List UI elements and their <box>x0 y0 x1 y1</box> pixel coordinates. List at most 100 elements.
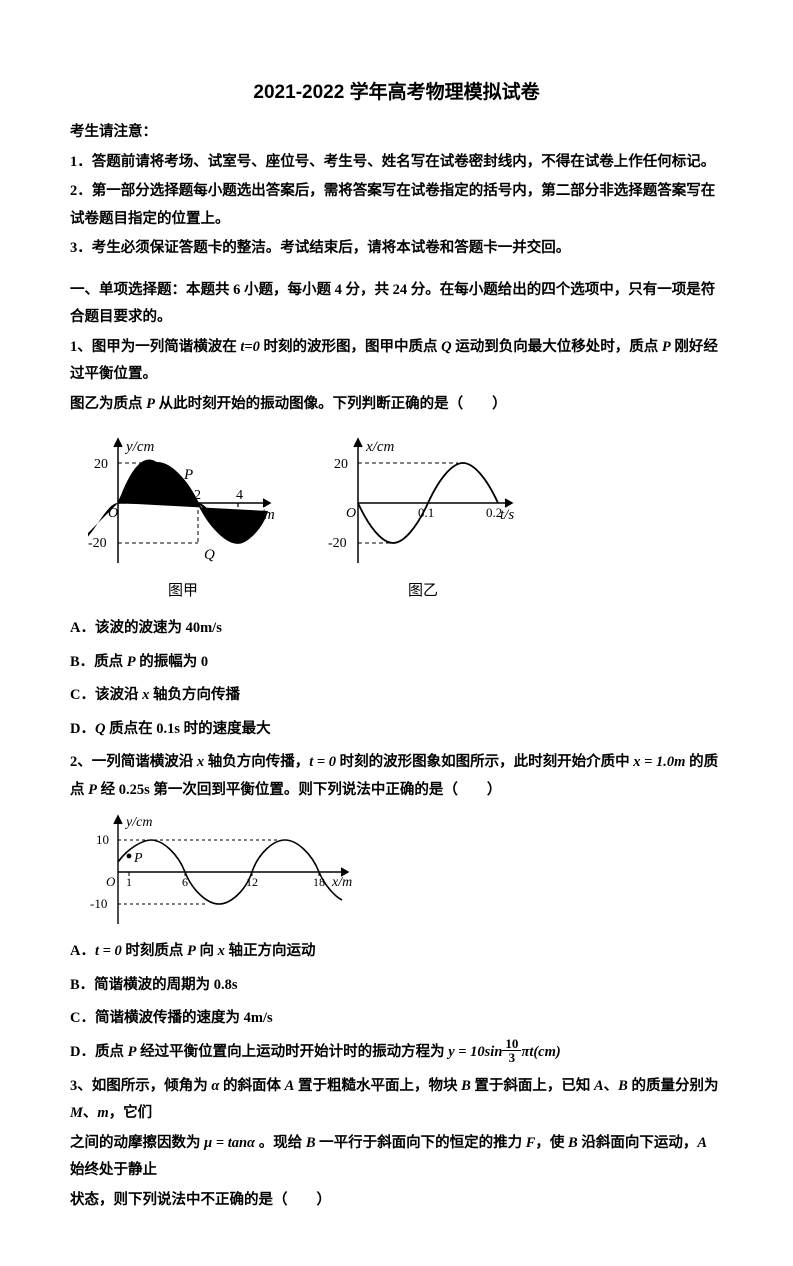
text: A <box>697 1135 707 1151</box>
text: A． <box>70 943 95 959</box>
origin-label: O <box>108 506 118 521</box>
tick-label: -10 <box>90 896 107 911</box>
text: C．该波沿 <box>70 687 142 703</box>
q2-option-a: A．t = 0 时刻质点 P 向 x 轴正方向运动 <box>70 938 723 966</box>
q1-option-b: B．质点 P 的振幅为 0 <box>70 649 723 677</box>
text: Q <box>441 339 451 355</box>
q3-stem-line1: 3、如图所示，倾角为 α 的斜面体 A 置于粗糙水平面上，物块 B 置于斜面上，… <box>70 1073 723 1128</box>
q1-figures: y/cm x/m 20 -20 O 2 4 P Q x/cm <box>88 433 723 573</box>
tick-label: 1 <box>126 875 132 889</box>
axis-label: x/m <box>331 875 352 890</box>
notice-header: 考生请注意： <box>70 119 723 147</box>
text: 的斜面体 <box>219 1078 284 1094</box>
text: 经过平衡位置向上运动时开始计时的振动方程为 <box>136 1044 448 1060</box>
tick-label: -20 <box>328 536 347 551</box>
q1-captions: 图甲 图乙 <box>88 577 723 606</box>
text: P <box>127 654 136 670</box>
text: 轴正方向运动 <box>225 943 316 959</box>
page-root: 2021-2022 学年高考物理模拟试卷 考生请注意： 1．答题前请将考场、试室… <box>0 0 793 1266</box>
text: 始终处于静止 <box>70 1162 157 1178</box>
text: 图乙为质点 <box>70 396 146 412</box>
text: 经 <box>97 782 119 798</box>
text: 。现给 <box>255 1135 306 1151</box>
tick-label: -20 <box>88 536 107 551</box>
tick-label: 0.1 <box>418 505 434 520</box>
q2-option-b: B．简谐横波的周期为 0.8s <box>70 972 723 1000</box>
text: F <box>526 1135 536 1151</box>
text: 1、图甲为一列简谐横波在 <box>70 339 240 355</box>
text: 向 <box>196 943 218 959</box>
text: Q <box>95 721 105 737</box>
text: x <box>218 943 225 959</box>
tick-label: 10 <box>96 832 109 847</box>
text: C．简谐横波传播的速度为 <box>70 1010 244 1026</box>
text: B <box>568 1135 578 1151</box>
text: t = 0 <box>309 754 336 770</box>
text: 、 <box>604 1078 619 1094</box>
text: 质点在 0.1s 时的速度最大 <box>105 721 270 737</box>
text: 一平行于斜面向下的恒定的推力 <box>316 1135 526 1151</box>
text: A <box>285 1078 295 1094</box>
q3-stem-line2: 之间的动摩擦因数为 μ = tanα 。现给 B 一平行于斜面向下的恒定的推力 … <box>70 1130 723 1185</box>
text: 、 <box>83 1105 98 1121</box>
text: 4m/s <box>244 1010 273 1026</box>
tick-label: 4 <box>236 488 243 503</box>
q2-option-d: D．质点 P 经过平衡位置向上运动时开始计时的振动方程为 y = 10sin10… <box>70 1039 723 1067</box>
text: D．质点 <box>70 1044 128 1060</box>
tick-label: 20 <box>334 457 348 472</box>
text: P <box>88 782 97 798</box>
text: B <box>306 1135 316 1151</box>
text: 沿斜面向下运动， <box>578 1135 698 1151</box>
axis-label: y/cm <box>124 439 154 455</box>
text: πt(cm) <box>521 1044 560 1060</box>
q1-figure-b: x/cm t/s 20 -20 O 0.1 0.2 <box>328 433 518 573</box>
text: B．简谐横波的周期为 <box>70 977 214 993</box>
text: B．质点 <box>70 654 127 670</box>
q1-figure-a: y/cm x/m 20 -20 O 2 4 P Q <box>88 433 278 573</box>
text: t=0 <box>240 339 260 355</box>
point-label: P <box>133 851 143 866</box>
text: 的质量分别为 <box>628 1078 719 1094</box>
q1-option-a: A．该波的波速为 40m/s <box>70 615 723 643</box>
tick-label: 6 <box>182 875 188 889</box>
text: P <box>187 943 196 959</box>
text: ，它们 <box>109 1105 153 1121</box>
figure-caption: 图甲 <box>88 577 278 606</box>
equation: y = 10sin <box>448 1044 502 1060</box>
point-label: P <box>183 467 193 483</box>
point-label: Q <box>204 547 215 563</box>
axis-label: x/m <box>252 507 275 523</box>
tick-label: 20 <box>94 457 108 472</box>
text: P <box>662 339 671 355</box>
origin-label: O <box>346 506 356 521</box>
tick-label: 12 <box>246 875 258 889</box>
text: 从此时刻开始的振动图像。下列判断正确的是（ ） <box>155 396 507 412</box>
text: 置于粗糙水平面上，物块 <box>294 1078 461 1094</box>
text: B <box>618 1078 628 1094</box>
text: 0.8s <box>214 977 238 993</box>
text: 之间的动摩擦因数为 <box>70 1135 204 1151</box>
text: 2、一列简谐横波沿 <box>70 754 197 770</box>
denominator: 3 <box>502 1051 521 1064</box>
text: D． <box>70 721 95 737</box>
text: A <box>594 1078 604 1094</box>
origin-label: O <box>106 874 116 889</box>
figure-caption: 图乙 <box>328 577 518 606</box>
axis-label: y/cm <box>124 815 152 830</box>
q1-option-c: C．该波沿 x 轴负方向传播 <box>70 682 723 710</box>
text: 的振幅为 0 <box>136 654 209 670</box>
text: μ = tanα <box>204 1135 255 1151</box>
text: 轴负方向传播 <box>149 687 240 703</box>
text: 时刻质点 <box>122 943 187 959</box>
notice-line: 2．第一部分选择题每小题选出答案后，需将答案写在试卷指定的括号内，第二部分非选择… <box>70 178 723 233</box>
text: ，使 <box>535 1135 568 1151</box>
text: t = 0 <box>95 943 122 959</box>
q1-option-d: D．Q 质点在 0.1s 时的速度最大 <box>70 716 723 744</box>
text: M <box>70 1105 83 1121</box>
q2-figure: y/cm x/m 10 -10 O 1 6 12 18 P <box>88 812 723 932</box>
tick-label: 0.2 <box>486 505 502 520</box>
notice-line: 1．答题前请将考场、试室号、座位号、考生号、姓名写在试卷密封线内，不得在试卷上作… <box>70 149 723 177</box>
q2-option-c: C．简谐横波传播的速度为 4m/s <box>70 1005 723 1033</box>
q1-stem-line2: 图乙为质点 P 从此时刻开始的振动图像。下列判断正确的是（ ） <box>70 391 723 419</box>
tick-label: 18 <box>313 875 325 889</box>
